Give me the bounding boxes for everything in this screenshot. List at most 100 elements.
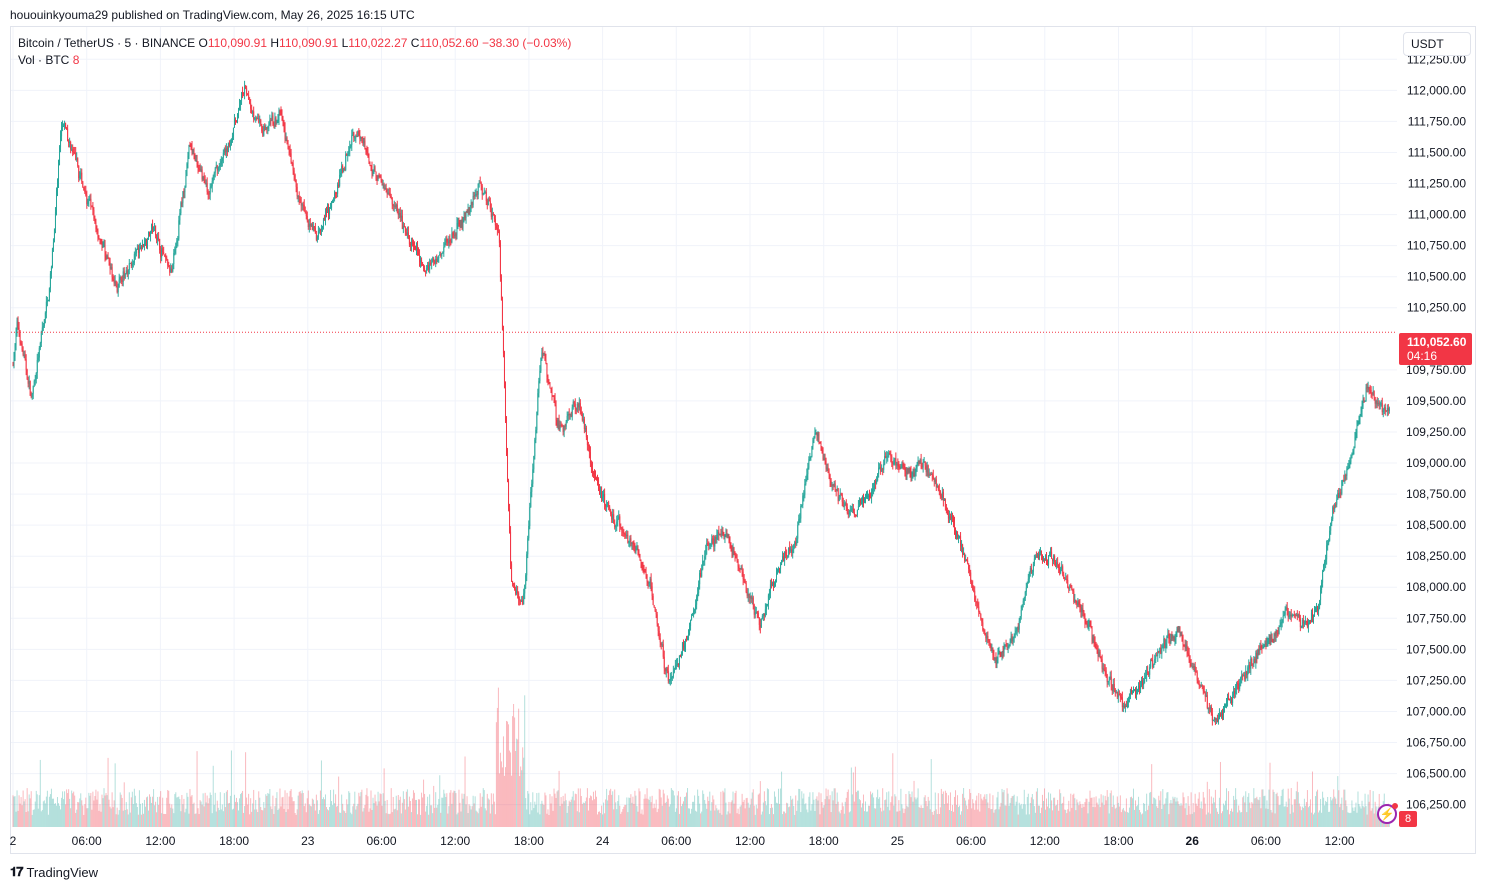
candle-body: [1135, 689, 1137, 695]
candle-body: [1277, 633, 1279, 635]
candle-body: [443, 247, 445, 253]
volume-bar: [960, 814, 962, 827]
volume-bar: [641, 809, 643, 827]
volume-bar: [489, 813, 491, 827]
candle-body: [493, 215, 495, 220]
candle-body: [1273, 634, 1275, 643]
candle-body: [688, 633, 690, 638]
candle-body: [387, 192, 389, 194]
volume-bar: [496, 707, 498, 827]
volume-bar: [35, 790, 37, 827]
candle-body: [1199, 685, 1201, 687]
volume-bar: [334, 803, 336, 827]
candle-body: [642, 565, 644, 570]
candle-body: [878, 467, 880, 475]
volume-bar: [1039, 813, 1041, 827]
candle-body: [732, 547, 734, 556]
volume-bar: [1179, 805, 1181, 827]
candle-body: [1060, 569, 1062, 574]
volume-bar: [1132, 788, 1134, 827]
volume-bar: [674, 811, 676, 827]
candle-body: [1035, 556, 1037, 558]
candle-body: [700, 572, 702, 577]
volume-bar: [160, 791, 162, 827]
candle-body: [1164, 638, 1166, 649]
candle-body: [711, 538, 713, 544]
candle-body: [405, 232, 407, 235]
candle-body: [208, 193, 210, 195]
volume-bar: [505, 720, 507, 827]
candle-body: [867, 495, 869, 497]
candle-body: [915, 468, 917, 473]
candle-body: [1283, 614, 1285, 617]
volume-bar: [1238, 805, 1240, 827]
volume-bar: [378, 801, 380, 827]
candle-body: [118, 279, 120, 288]
volume-bar: [1014, 805, 1016, 827]
volume-bar: [967, 809, 969, 827]
volume-bar: [348, 791, 350, 827]
candle-body: [519, 599, 521, 601]
currency-selector[interactable]: USDT: [1403, 32, 1471, 56]
symbol-title[interactable]: Bitcoin / TetherUS · 5 · BINANCE: [18, 36, 196, 50]
candle-body: [632, 542, 634, 544]
candle-body: [12, 363, 14, 365]
candle-body: [871, 491, 873, 498]
candle-body: [29, 380, 31, 396]
volume-bar: [89, 795, 91, 827]
volume-bar: [306, 798, 308, 827]
volume-bar: [131, 791, 133, 827]
volume-bar: [103, 788, 105, 827]
volume-bar: [672, 790, 674, 827]
volume-bar: [1317, 789, 1319, 827]
tradingview-brand[interactable]: 𝟏𝟕 TradingView: [10, 864, 98, 880]
candle-body: [726, 533, 728, 537]
candle-body: [958, 537, 960, 539]
time-axis[interactable]: 2 06:00 12:00 18:00 23 06:00 12:00 18:00 24 06:00…: [10, 834, 1355, 848]
volume-bar: [905, 793, 907, 827]
candle-body: [573, 401, 575, 404]
candle-body: [216, 165, 218, 171]
candle-body: [428, 264, 430, 270]
candle-body: [382, 184, 384, 186]
candle-body: [900, 467, 902, 469]
lightning-alert-icon[interactable]: ⚡: [1377, 803, 1398, 824]
volume-bar: [100, 811, 102, 827]
volume-bar: [453, 790, 455, 827]
candle-body: [1055, 561, 1057, 568]
volume-bar: [1350, 812, 1352, 827]
volume-bar: [876, 797, 878, 827]
candle-body: [755, 611, 757, 613]
volume-bar: [754, 814, 756, 827]
candle-body: [1113, 684, 1115, 690]
candle-body: [414, 247, 416, 250]
volume-bar: [384, 800, 386, 827]
candle-body: [634, 547, 636, 553]
candle-body: [743, 579, 745, 581]
volume-bar: [360, 792, 362, 827]
volume-bar: [367, 796, 369, 827]
volume-bar: [30, 791, 32, 827]
candle-body: [33, 381, 35, 386]
candle-body: [1347, 467, 1349, 469]
candle-body: [1054, 556, 1056, 562]
candle-body: [786, 554, 788, 557]
volume-label[interactable]: Vol · BTC: [18, 53, 70, 67]
volume-bar: [440, 812, 442, 827]
candle-body: [941, 491, 943, 498]
candle-body: [1242, 675, 1244, 677]
candle-body: [1138, 686, 1140, 691]
volume-bar: [861, 803, 863, 827]
candle-body: [753, 605, 755, 615]
candle-body: [1280, 622, 1282, 626]
volume-bar: [509, 750, 511, 827]
candle-body: [1279, 625, 1281, 628]
price-axis[interactable]: 112,250.00112,000.00111,750.00111,500.00…: [1406, 52, 1466, 811]
volume-bar: [425, 811, 427, 827]
volume-bar: [403, 799, 405, 827]
candle-body: [854, 514, 856, 516]
candle-body: [1009, 642, 1011, 647]
candle-body: [245, 86, 247, 89]
volume-bar: [462, 798, 464, 827]
